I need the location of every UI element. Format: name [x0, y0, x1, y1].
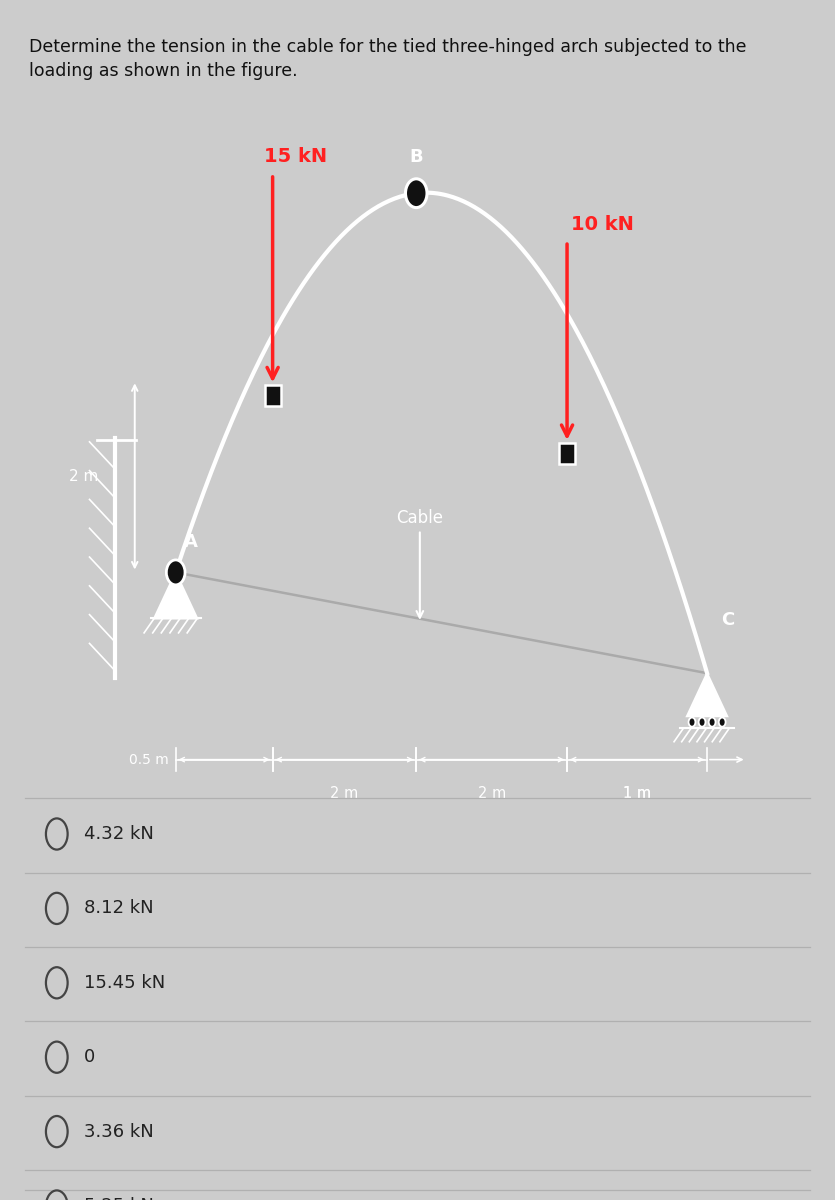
Text: 4.32 kN: 4.32 kN	[84, 826, 154, 842]
Polygon shape	[559, 443, 575, 464]
Text: loading as shown in the figure.: loading as shown in the figure.	[29, 62, 298, 80]
Text: 2 m: 2 m	[478, 786, 506, 802]
Circle shape	[689, 718, 696, 727]
Text: 0.5 m: 0.5 m	[129, 752, 169, 767]
Text: 1 m: 1 m	[623, 786, 651, 802]
Circle shape	[166, 560, 185, 584]
Text: Determine the tension in the cable for the tied three-hinged arch subjected to t: Determine the tension in the cable for t…	[29, 38, 746, 56]
Polygon shape	[265, 385, 281, 407]
Text: Cable: Cable	[397, 509, 443, 618]
Text: A: A	[185, 533, 198, 551]
Text: 2 m: 2 m	[331, 786, 358, 802]
Text: 0: 0	[84, 1049, 94, 1067]
Polygon shape	[687, 673, 727, 716]
Text: 8.12 kN: 8.12 kN	[84, 900, 153, 917]
Polygon shape	[154, 572, 197, 618]
Text: B: B	[409, 149, 423, 167]
Text: 5.25 kN: 5.25 kN	[84, 1198, 154, 1200]
Circle shape	[406, 179, 427, 208]
Circle shape	[719, 718, 726, 727]
Text: 15.45 kN: 15.45 kN	[84, 974, 164, 991]
Circle shape	[699, 718, 706, 727]
Text: 3.36 kN: 3.36 kN	[84, 1123, 154, 1140]
Text: 15 kN: 15 kN	[264, 148, 327, 167]
Text: 10 kN: 10 kN	[570, 215, 634, 234]
Text: C: C	[721, 611, 735, 629]
Text: 2 m: 2 m	[69, 469, 99, 484]
Text: 1 m: 1 m	[623, 786, 651, 802]
Circle shape	[709, 718, 716, 727]
